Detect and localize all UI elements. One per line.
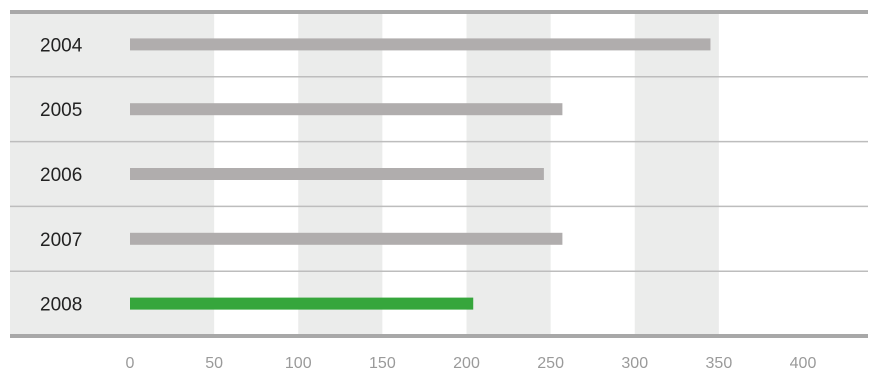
category-label-2005: 2005	[40, 100, 82, 121]
category-labels: 2004 2005 2006 2007 2008	[40, 35, 83, 315]
bar-2008	[130, 297, 474, 310]
frame-rules	[10, 10, 868, 338]
category-label-2007: 2007	[40, 230, 82, 251]
grid-band	[634, 12, 719, 336]
bars	[130, 38, 711, 310]
category-label-2004: 2004	[40, 35, 83, 56]
bar-2005	[130, 103, 563, 116]
bar-2007	[130, 232, 563, 245]
bar-2004	[130, 38, 711, 51]
category-label-2008: 2008	[40, 295, 82, 316]
x-tick-200: 200	[453, 355, 480, 372]
category-label-2006: 2006	[40, 165, 82, 186]
x-tick-300: 300	[621, 355, 648, 372]
row-dividers	[10, 76, 868, 272]
x-tick-50: 50	[205, 355, 223, 372]
bottom-rule	[10, 334, 868, 338]
x-axis-tick-labels: 0 50 100 150 200 250 300 350 400	[126, 355, 817, 372]
category-label-background	[10, 12, 130, 336]
x-tick-0: 0	[126, 355, 135, 372]
x-tick-350: 350	[706, 355, 733, 372]
x-tick-400: 400	[790, 355, 817, 372]
x-tick-250: 250	[537, 355, 564, 372]
bar-2006	[130, 168, 544, 180]
x-tick-150: 150	[369, 355, 396, 372]
category-column-bg	[10, 12, 130, 336]
x-tick-100: 100	[285, 355, 312, 372]
top-rule	[10, 10, 868, 14]
